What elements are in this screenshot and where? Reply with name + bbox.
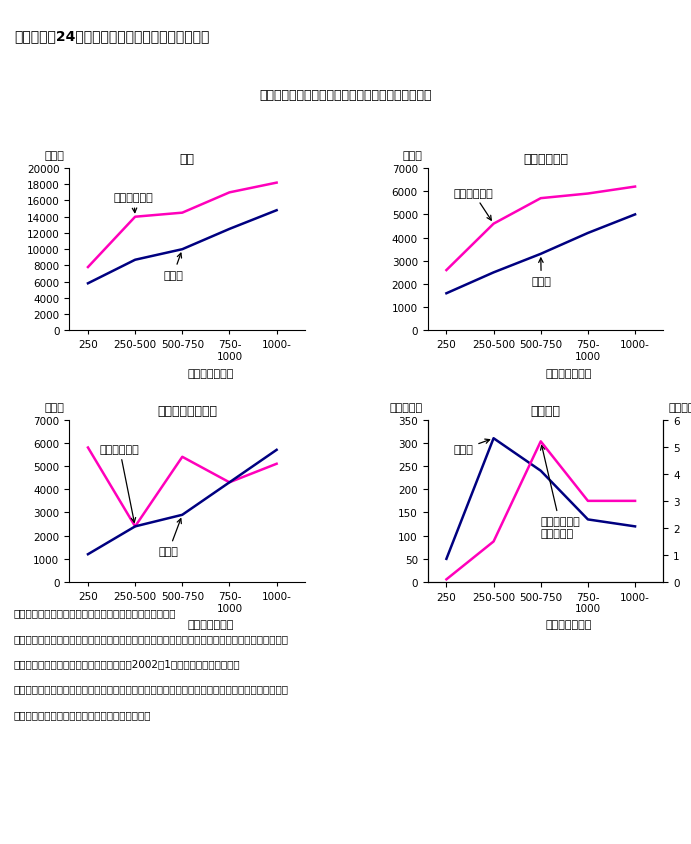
Text: 全世帯: 全世帯 (531, 259, 551, 287)
Text: （年収・万円）: （年収・万円） (546, 368, 592, 378)
Text: （年収・万円）: （年収・万円） (546, 619, 592, 630)
Text: 家庭用耐久財は、返済開始世帯が相対的に多く消費: 家庭用耐久財は、返済開始世帯が相対的に多く消費 (259, 89, 432, 101)
Text: （円）: （円） (44, 151, 64, 160)
Title: 家庭用耐久財: 家庭用耐久財 (523, 154, 568, 166)
Text: 住宅ローンの返済開始世帯とした。: 住宅ローンの返済開始世帯とした。 (14, 709, 151, 719)
Text: 返済開始世帯: 返済開始世帯 (114, 193, 153, 214)
Text: （万世帯）: （万世帯） (390, 402, 423, 412)
Text: 第２－２－24図　住宅ローン返済開始世帯と消費: 第２－２－24図 住宅ローン返済開始世帯と消費 (14, 30, 209, 44)
Text: ３．調査開始月には土地家屋譲渡がなく、６か月の平均で１万円以上支出のあった世帯を: ３．調査開始月には土地家屋譲渡がなく、６か月の平均で１万円以上支出のあった世帯を (14, 684, 289, 694)
Text: 支出額の平均値を推計した。2002年1月以降調査開始の世帯。: 支出額の平均値を推計した。2002年1月以降調査開始の世帯。 (14, 658, 240, 668)
Title: 世帯分布: 世帯分布 (531, 404, 560, 418)
Text: （年収・万円）: （年収・万円） (187, 619, 234, 630)
Title: 家具: 家具 (180, 154, 194, 166)
Text: 全世帯: 全世帯 (159, 519, 181, 556)
Title: 教養娯楽用耐久財: 教養娯楽用耐久財 (157, 404, 217, 418)
Text: ２．北村「パネルデータ分析」にならい６か月回答のあった世帯について１か月当たりの: ２．北村「パネルデータ分析」にならい６か月回答のあった世帯について１か月当たりの (14, 633, 289, 643)
Text: （円）: （円） (44, 402, 64, 412)
Text: 全世帯: 全世帯 (453, 440, 490, 455)
Text: 返済開始世帯: 返済開始世帯 (453, 188, 493, 221)
Text: 全世帯: 全世帯 (164, 254, 183, 280)
Text: （備考）１．総務省「家計調査」の特別集計により作成。: （備考）１．総務省「家計調査」の特別集計により作成。 (14, 608, 176, 618)
Text: 返済開始世帯
（目盛右）: 返済開始世帯 （目盛右） (540, 446, 580, 538)
Text: （年収・万円）: （年収・万円） (187, 368, 234, 378)
Text: （円）: （円） (403, 151, 423, 160)
Text: 返済開始世帯: 返済開始世帯 (100, 445, 140, 522)
Text: （万世帯）: （万世帯） (668, 402, 691, 412)
